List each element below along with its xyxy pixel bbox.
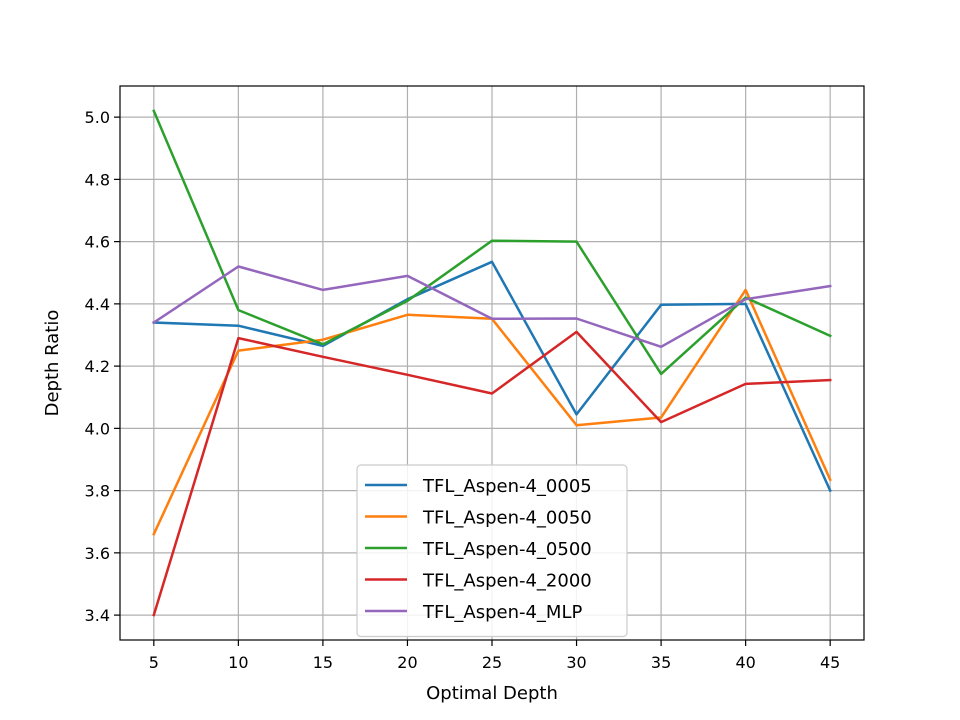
series-line-3 <box>152 330 832 617</box>
legend-box <box>356 464 628 638</box>
y-axis-ticks: 3.4 3.6 3.8 4.0 4.2 4.4 4.6 4.8 5.0 <box>85 108 120 625</box>
x-tick-label: 15 <box>313 653 333 672</box>
legend-label-2: TFL_Aspen-4_0500 <box>422 539 592 560</box>
y-tick-label: 3.6 <box>85 544 110 563</box>
x-axis-ticks: 5 10 15 20 25 30 35 40 45 <box>149 640 840 672</box>
series-line-4 <box>152 265 832 349</box>
x-tick-label: 30 <box>566 653 586 672</box>
legend-label-4: TFL_Aspen-4_MLP <box>422 602 582 623</box>
y-tick-label: 4.2 <box>85 357 110 376</box>
x-tick-label: 5 <box>149 653 159 672</box>
x-tick-label: 45 <box>820 653 840 672</box>
x-tick-label: 35 <box>651 653 671 672</box>
y-tick-label: 5.0 <box>85 108 110 127</box>
y-tick-label: 4.0 <box>85 419 110 438</box>
y-tick-label: 4.8 <box>85 170 110 189</box>
legend-label-1: TFL_Aspen-4_0050 <box>422 508 592 529</box>
grid <box>120 86 864 640</box>
series-line-0 <box>152 260 832 493</box>
legend-label-0: TFL_Aspen-4_0005 <box>422 476 592 497</box>
x-tick-label: 10 <box>228 653 248 672</box>
x-tick-label: 20 <box>397 653 417 672</box>
y-tick-label: 4.6 <box>85 233 110 252</box>
legend: TFL_Aspen-4_0005 TFL_Aspen-4_0050 TFL_Aspe… <box>356 464 628 638</box>
legend-label-3: TFL_Aspen-4_2000 <box>422 571 592 592</box>
x-axis-label: Optimal Depth <box>426 683 558 704</box>
x-tick-label: 40 <box>735 653 755 672</box>
x-tick-label: 25 <box>482 653 502 672</box>
series-lines <box>152 109 832 617</box>
y-axis-label: Depth Ratio <box>42 310 63 417</box>
y-tick-label: 3.8 <box>85 482 110 501</box>
series-line-2 <box>152 109 832 376</box>
y-tick-label: 4.4 <box>85 295 110 314</box>
y-tick-label: 3.4 <box>85 606 110 625</box>
